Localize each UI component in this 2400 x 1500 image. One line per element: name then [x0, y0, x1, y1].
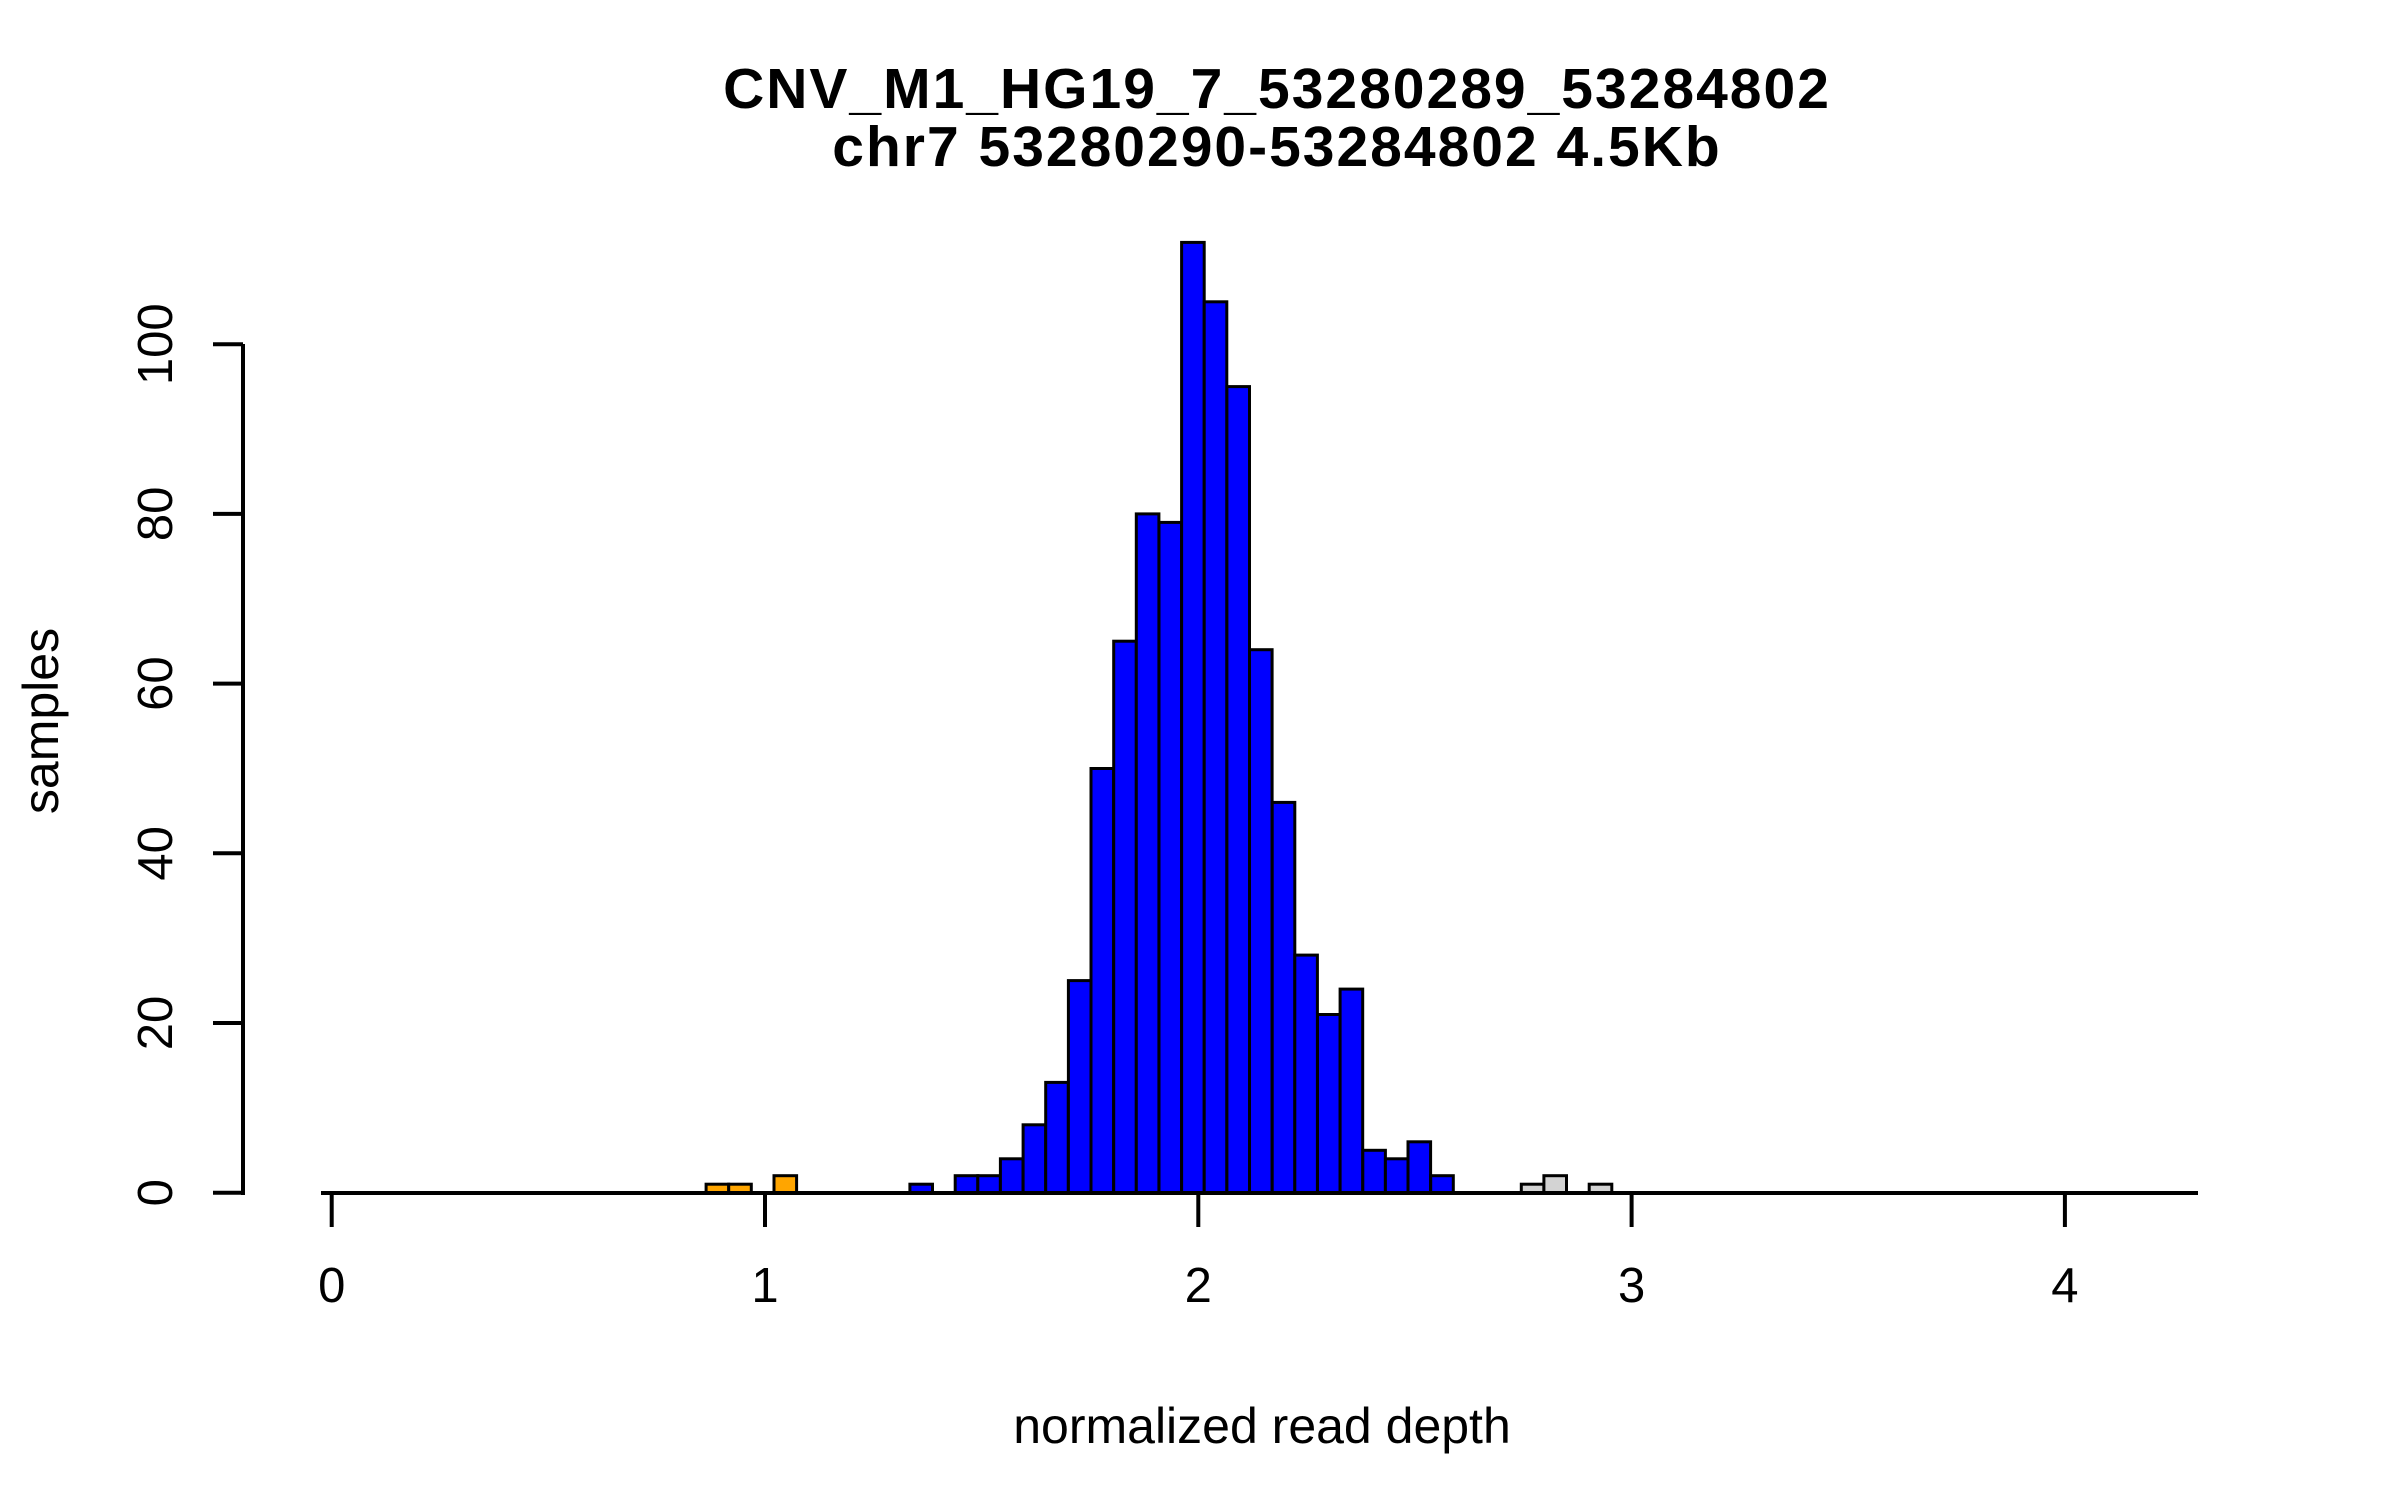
- y-tick-label: 40: [129, 826, 183, 881]
- histogram-bar: [1248, 648, 1274, 1195]
- chart-title-line1: CNV_M1_HG19_7_53280289_53284802: [723, 57, 1831, 121]
- histogram-bar: [1316, 1013, 1342, 1195]
- histogram-bar: [1044, 1080, 1070, 1195]
- histogram-bar: [976, 1174, 1002, 1195]
- y-tick-label: 0: [129, 1179, 183, 1206]
- x-axis-ticks: 0 1 2 3 4: [318, 1193, 2079, 1313]
- histogram-bar: [1361, 1148, 1387, 1195]
- chart-title-line2: chr7 53280290-53284802 4.5Kb: [832, 115, 1722, 179]
- x-tick-label: 4: [2051, 1259, 2078, 1313]
- histogram-bar: [1225, 385, 1252, 1195]
- histogram-bar: [1134, 512, 1161, 1195]
- histogram-bar: [1429, 1174, 1455, 1195]
- histogram-bar: [1180, 240, 1206, 1195]
- histogram-bars: [704, 240, 1614, 1195]
- histogram-bar: [1202, 300, 1229, 1195]
- x-tick-label: 3: [1618, 1259, 1645, 1313]
- y-axis-label: samples: [13, 628, 69, 814]
- histogram-bar: [1021, 1123, 1048, 1195]
- histogram-bar: [953, 1174, 980, 1195]
- histogram-bar: [1157, 520, 1184, 1195]
- histogram-bar: [1338, 987, 1365, 1195]
- x-tick-label: 0: [318, 1259, 345, 1313]
- histogram-bar: [1383, 1157, 1410, 1195]
- histogram-bar: [1112, 639, 1138, 1195]
- x-tick-label: 2: [1185, 1259, 1212, 1313]
- x-tick-label: 1: [751, 1259, 778, 1313]
- histogram-bar: [1270, 800, 1297, 1195]
- x-axis-label: normalized read depth: [1013, 1398, 1511, 1454]
- y-tick-label: 20: [129, 996, 183, 1051]
- histogram-bar: [772, 1174, 799, 1195]
- histogram-bar: [1089, 767, 1116, 1195]
- histogram-bar: [1066, 979, 1093, 1195]
- histogram-bar: [998, 1157, 1025, 1195]
- y-tick-label: 60: [129, 656, 183, 711]
- y-tick-label: 100: [129, 303, 183, 385]
- y-axis-ticks: 0 20 40 60 80 100: [129, 303, 243, 1206]
- histogram-bar: [1406, 1140, 1433, 1195]
- y-tick-label: 80: [129, 487, 183, 542]
- histogram-bar: [1293, 953, 1319, 1195]
- histogram-bar: [1542, 1174, 1569, 1195]
